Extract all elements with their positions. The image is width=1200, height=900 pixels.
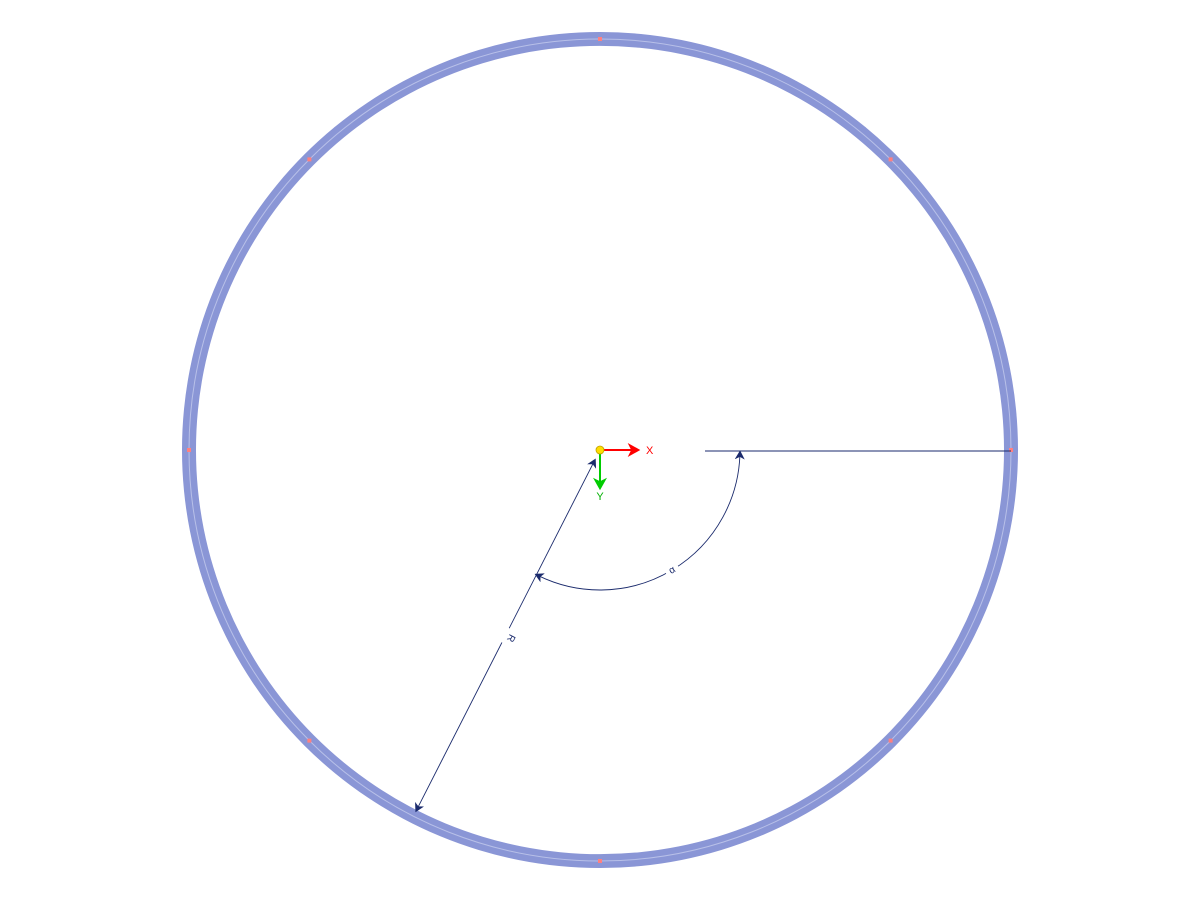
origin-point xyxy=(596,446,604,454)
y-axis-label: Y xyxy=(596,491,604,503)
diagram-canvas: RαXY xyxy=(0,0,1200,900)
ring-node-marker xyxy=(598,37,602,41)
ring-node-marker xyxy=(598,859,602,863)
ring-node-marker xyxy=(307,157,311,161)
ring-node-marker xyxy=(187,448,191,452)
ring-node-marker xyxy=(889,157,893,161)
x-axis-label: X xyxy=(646,445,654,457)
ring-node-marker xyxy=(889,739,893,743)
angle-arc xyxy=(539,455,740,590)
ring-node-marker xyxy=(307,739,311,743)
